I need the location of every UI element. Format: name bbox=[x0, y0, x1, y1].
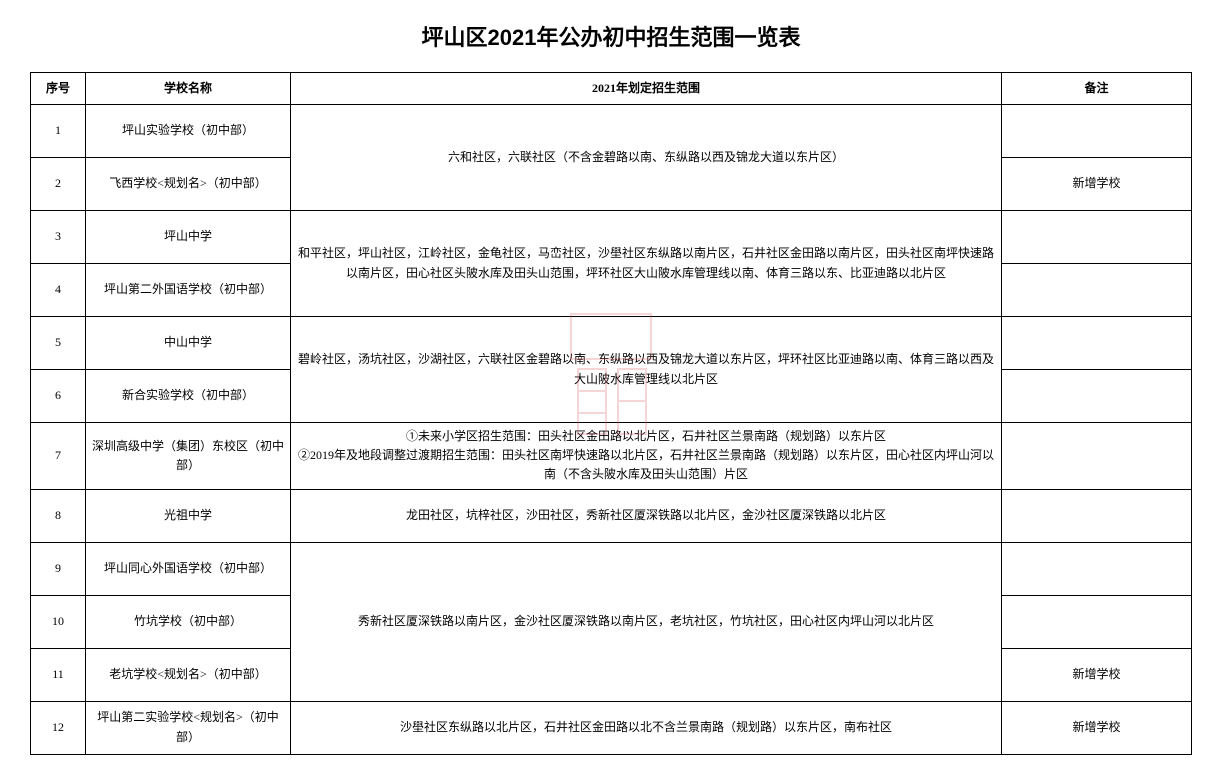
cell-school: 坪山同心外国语学校（初中部） bbox=[86, 542, 291, 595]
table-row: 9坪山同心外国语学校（初中部）秀新社区厦深铁路以南片区，金沙社区厦深铁路以南片区… bbox=[31, 542, 1192, 595]
cell-school: 新合实验学校（初中部） bbox=[86, 370, 291, 423]
cell-scope: 龙田社区，坑梓社区，沙田社区，秀新社区厦深铁路以北片区，金沙社区厦深铁路以北片区 bbox=[291, 489, 1002, 542]
table-row: 5中山中学碧岭社区，汤坑社区，沙湖社区，六联社区金碧路以南、东纵路以西及锦龙大道… bbox=[31, 317, 1192, 370]
cell-note bbox=[1002, 595, 1192, 648]
col-header-note: 备注 bbox=[1002, 73, 1192, 105]
cell-seq: 4 bbox=[31, 264, 86, 317]
cell-note bbox=[1002, 370, 1192, 423]
cell-seq: 12 bbox=[31, 701, 86, 754]
table-row: 12坪山第二实验学校<规划名>（初中部）沙壆社区东纵路以北片区，石井社区金田路以… bbox=[31, 701, 1192, 754]
cell-note: 新增学校 bbox=[1002, 701, 1192, 754]
cell-scope: ①未来小学区招生范围：田头社区金田路以北片区，石井社区兰景南路（规划路）以东片区… bbox=[291, 423, 1002, 490]
page-title: 坪山区2021年公办初中招生范围一览表 bbox=[30, 20, 1192, 52]
cell-seq: 1 bbox=[31, 105, 86, 158]
cell-scope: 沙壆社区东纵路以北片区，石井社区金田路以北不含兰景南路（规划路）以东片区，南布社… bbox=[291, 701, 1002, 754]
cell-school: 坪山第二外国语学校（初中部） bbox=[86, 264, 291, 317]
cell-school: 飞西学校<规划名>（初中部） bbox=[86, 158, 291, 211]
cell-scope: 六和社区，六联社区（不含金碧路以南、东纵路以西及锦龙大道以东片区） bbox=[291, 105, 1002, 211]
table-row: 7深圳高级中学（集团）东校区（初中部）①未来小学区招生范围：田头社区金田路以北片… bbox=[31, 423, 1192, 490]
cell-seq: 11 bbox=[31, 648, 86, 701]
cell-note bbox=[1002, 211, 1192, 264]
cell-note bbox=[1002, 264, 1192, 317]
cell-seq: 5 bbox=[31, 317, 86, 370]
cell-note bbox=[1002, 317, 1192, 370]
cell-school: 深圳高级中学（集团）东校区（初中部） bbox=[86, 423, 291, 490]
cell-note bbox=[1002, 542, 1192, 595]
cell-seq: 9 bbox=[31, 542, 86, 595]
table-row: 3坪山中学和平社区，坪山社区，江岭社区，金龟社区，马峦社区，沙壆社区东纵路以南片… bbox=[31, 211, 1192, 264]
cell-scope: 碧岭社区，汤坑社区，沙湖社区，六联社区金碧路以南、东纵路以西及锦龙大道以东片区，… bbox=[291, 317, 1002, 423]
cell-seq: 10 bbox=[31, 595, 86, 648]
table-header-row: 序号 学校名称 2021年划定招生范围 备注 bbox=[31, 73, 1192, 105]
cell-school: 老坑学校<规划名>（初中部） bbox=[86, 648, 291, 701]
table-row: 1坪山实验学校（初中部）六和社区，六联社区（不含金碧路以南、东纵路以西及锦龙大道… bbox=[31, 105, 1192, 158]
cell-seq: 3 bbox=[31, 211, 86, 264]
col-header-seq: 序号 bbox=[31, 73, 86, 105]
col-header-school: 学校名称 bbox=[86, 73, 291, 105]
cell-note bbox=[1002, 105, 1192, 158]
cell-scope: 秀新社区厦深铁路以南片区，金沙社区厦深铁路以南片区，老坑社区，竹坑社区，田心社区… bbox=[291, 542, 1002, 701]
cell-school: 竹坑学校（初中部） bbox=[86, 595, 291, 648]
cell-note: 新增学校 bbox=[1002, 158, 1192, 211]
cell-scope: 和平社区，坪山社区，江岭社区，金龟社区，马峦社区，沙壆社区东纵路以南片区，石井社… bbox=[291, 211, 1002, 317]
cell-school: 坪山实验学校（初中部） bbox=[86, 105, 291, 158]
cell-school: 中山中学 bbox=[86, 317, 291, 370]
cell-note bbox=[1002, 489, 1192, 542]
cell-school: 光祖中学 bbox=[86, 489, 291, 542]
cell-note bbox=[1002, 423, 1192, 490]
cell-seq: 8 bbox=[31, 489, 86, 542]
cell-seq: 2 bbox=[31, 158, 86, 211]
cell-note: 新增学校 bbox=[1002, 648, 1192, 701]
cell-school: 坪山第二实验学校<规划名>（初中部） bbox=[86, 701, 291, 754]
table-row: 8光祖中学龙田社区，坑梓社区，沙田社区，秀新社区厦深铁路以北片区，金沙社区厦深铁… bbox=[31, 489, 1192, 542]
cell-seq: 6 bbox=[31, 370, 86, 423]
col-header-scope: 2021年划定招生范围 bbox=[291, 73, 1002, 105]
cell-seq: 7 bbox=[31, 423, 86, 490]
cell-school: 坪山中学 bbox=[86, 211, 291, 264]
admission-table: 序号 学校名称 2021年划定招生范围 备注 1坪山实验学校（初中部）六和社区，… bbox=[30, 72, 1192, 755]
